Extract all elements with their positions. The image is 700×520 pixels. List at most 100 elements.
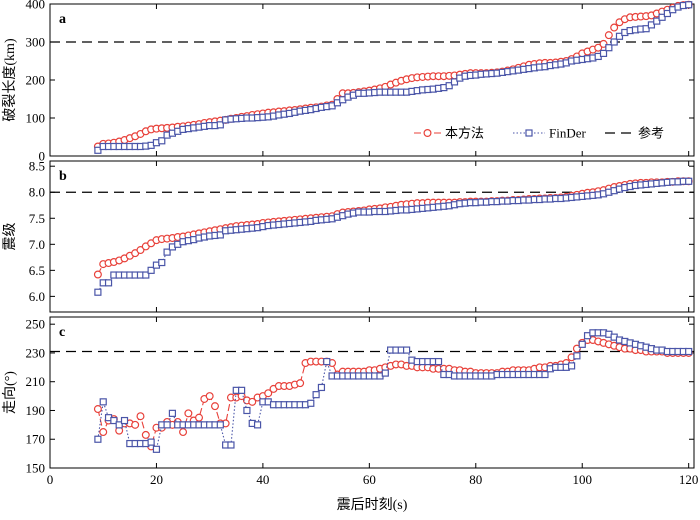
data-point-circle [205, 392, 214, 401]
panel-letter: b [59, 169, 67, 184]
data-point-square [323, 357, 331, 366]
y-tick-label: 6.5 [29, 263, 45, 278]
plot-frame [49, 160, 695, 313]
y-tick-label: 170 [26, 432, 46, 447]
data-point-square [216, 421, 224, 429]
data-point-square [216, 231, 224, 239]
data-point-square [94, 435, 102, 443]
data-point-square [99, 398, 107, 406]
data-point-circle [594, 43, 603, 52]
y-tick-label: 200 [26, 73, 46, 88]
data-point-square [658, 13, 666, 21]
legend-item-method: 本方法 [414, 126, 484, 141]
x-tick-label: 0 [47, 472, 54, 487]
data-point-circle [296, 379, 305, 388]
legend-label: 参考 [638, 126, 664, 141]
data-point-square [158, 258, 166, 267]
legend-marker-square [525, 129, 533, 137]
data-point-square [317, 383, 326, 392]
data-point-circle [179, 428, 188, 437]
data-point-circle [184, 409, 193, 418]
legend-item-reference: 参考 [605, 126, 664, 141]
data-point-square [163, 248, 171, 256]
panel-letter: c [59, 325, 65, 340]
y-tick-label: 7.0 [29, 237, 45, 252]
data-point-circle [136, 412, 145, 421]
data-point-circle [195, 413, 204, 422]
legend-label: 本方法 [445, 126, 484, 141]
data-point-square [142, 271, 150, 279]
data-point-square [610, 38, 618, 46]
data-point-square [573, 352, 581, 360]
data-point-square [445, 82, 453, 90]
legend-marker-circle [423, 129, 432, 138]
series-finder [94, 329, 693, 453]
y-tick-label: 8.0 [29, 185, 45, 200]
y-tick-label: 150 [26, 461, 46, 476]
panel-c: 150 170 190 210 230 250 走向(°) c [2, 316, 695, 476]
y-tick-label: 250 [26, 317, 46, 332]
x-tick-label: 120 [679, 472, 699, 487]
data-point-square [402, 346, 411, 354]
data-point-square [653, 17, 661, 25]
y-tick-label: 100 [26, 111, 46, 126]
panel-letter: a [59, 12, 66, 27]
data-point-square [567, 362, 576, 370]
data-point-circle [604, 31, 613, 40]
y-tick-label: 210 [26, 374, 46, 389]
data-point-square [381, 369, 389, 377]
y-tick-label: 6.0 [29, 289, 45, 304]
y-tick-label: 190 [26, 403, 46, 418]
data-point-square [578, 340, 586, 348]
data-point-square [647, 21, 656, 29]
y-tick-label: 400 [26, 0, 46, 12]
panels-group: 0 100 200 300 400 破裂长度(km) a 本方法 FinDer 参考 6.0 6.5 7… [2, 0, 695, 476]
data-point-square [685, 1, 693, 9]
panel-a: 0 100 200 300 400 破裂长度(km) a 本方法 FinDer 参考 [2, 0, 695, 164]
x-tick-label: 20 [150, 472, 163, 487]
data-point-square [120, 416, 129, 425]
y-axis-title: 走向(°) [2, 371, 18, 414]
x-tick-label: 80 [469, 472, 482, 487]
x-tick-label: 60 [363, 472, 376, 487]
y-tick-label: 8.5 [29, 159, 45, 174]
data-point-square [147, 266, 155, 274]
series-finder [94, 1, 693, 154]
x-tick-label: 100 [572, 472, 592, 487]
data-point-square [168, 409, 177, 417]
data-point-circle [210, 402, 219, 411]
data-point-circle [99, 428, 108, 437]
data-point-square [152, 445, 161, 453]
panel-b: 6.0 6.5 7.0 7.5 8.0 8.5 震级 b [2, 159, 695, 313]
data-point-square [450, 78, 459, 86]
data-point-square [685, 347, 693, 356]
legend-item-finder: FinDer [513, 126, 587, 141]
data-point-square [158, 137, 166, 145]
y-tick-label: 300 [26, 35, 46, 50]
data-point-square [163, 421, 171, 429]
data-point-square [434, 357, 443, 366]
x-axis: 0 20 40 60 80 100 120 [47, 472, 699, 487]
y-tick-label: 230 [26, 345, 46, 360]
data-point-circle [599, 39, 608, 48]
data-point-square [94, 146, 102, 154]
data-point-circle [572, 344, 581, 353]
y-tick-label: 0 [39, 149, 46, 164]
data-point-square [307, 399, 315, 407]
data-point-square [216, 121, 224, 129]
series-finder [94, 177, 693, 296]
data-point-square [312, 391, 320, 399]
y-tick-label: 7.5 [29, 211, 45, 226]
data-point-square [599, 49, 608, 58]
data-point-circle [136, 246, 145, 255]
data-point-square [243, 406, 251, 415]
x-tick-label: 40 [256, 472, 269, 487]
data-point-circle [264, 389, 273, 398]
data-point-square [104, 279, 113, 287]
data-point-square [685, 177, 693, 185]
legend: 本方法 FinDer 参考 [414, 126, 664, 141]
data-point-circle [248, 397, 257, 406]
data-point-circle [131, 420, 140, 429]
